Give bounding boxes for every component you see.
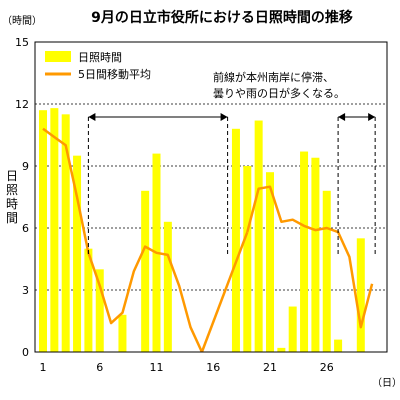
period-arrow-head-right [220,113,228,121]
x-tick-label: 26 [320,361,334,374]
moving-average-line [200,231,249,353]
moving-average-line [246,185,374,329]
sunshine-bar [163,221,172,352]
legend-bar-swatch [45,51,71,62]
y-tick-label: 12 [15,98,29,111]
annotation-line-2: 曇りや雨の日が多くなる。 [213,86,345,100]
sunshine-bar [311,157,320,352]
x-unit-label: （日） [372,377,400,389]
y-axis-label-char: 間 [6,211,18,225]
legend-label-moving-average: 5日間移動平均 [78,67,151,81]
y-tick-label: 0 [22,346,29,359]
sunshine-bar [322,190,331,352]
y-tick-label: 9 [22,160,29,173]
sunshine-bar [254,120,263,353]
x-tick-label: 11 [150,361,164,374]
y-axis-label-char: 日 [6,169,18,183]
plot-frame [34,41,388,353]
period-arrows [87,113,376,255]
sunshine-bar [73,155,82,352]
sunshine-bar [266,172,274,352]
sunshine-bar [61,114,70,352]
sunshine-bar [141,190,150,352]
y-axis-label: 日照時間 [6,169,18,225]
sunshine-bar [334,339,343,352]
y-tick-label: 6 [22,222,29,235]
x-tick-label: 6 [96,361,103,374]
annotation: 前線が本州南岸に停滞、 曇りや雨の日が多くなる。 [213,70,345,100]
x-tick-label: 16 [206,361,220,374]
y-axis-label-char: 時 [6,197,18,211]
x-ticks: 1 6 11 16 21 26 [40,361,334,374]
sunshine-bar [277,347,286,352]
sunshine-bar [231,128,240,352]
legend-label-sunshine: 日照時間 [78,51,122,64]
x-tick-label: 1 [40,361,47,374]
sunshine-bar [50,108,59,352]
period-arrow-head-left [338,113,346,121]
x-tick-label: 21 [263,361,277,374]
period-arrow-head-left [88,113,96,121]
y-tick-label: 3 [22,284,29,297]
sunshine-bar [39,110,47,352]
sunshine-bar [288,306,297,352]
sunshine-bar [300,151,309,352]
sunshine-bar [118,314,127,352]
chart-title: 9月の日立市役所における日照時間の推移 [91,9,353,26]
sunshine-bar [356,238,365,352]
moving-average-series [42,127,374,353]
sunshine-bar [84,248,93,352]
y-tick-label: 15 [15,36,29,49]
period-arrow-head-right [368,113,376,121]
sunshine-bar [95,269,104,352]
sunshine-bar [243,166,252,352]
moving-average-line [42,127,204,353]
y-axis-label-char: 照 [6,183,18,197]
y-ticks: 0 3 6 9 12 15 [15,36,29,359]
y-unit-label: （時間） [2,15,42,27]
legend: 日照時間 5日間移動平均 [45,51,151,81]
annotation-line-1: 前線が本州南岸に停滞、 [213,70,334,84]
